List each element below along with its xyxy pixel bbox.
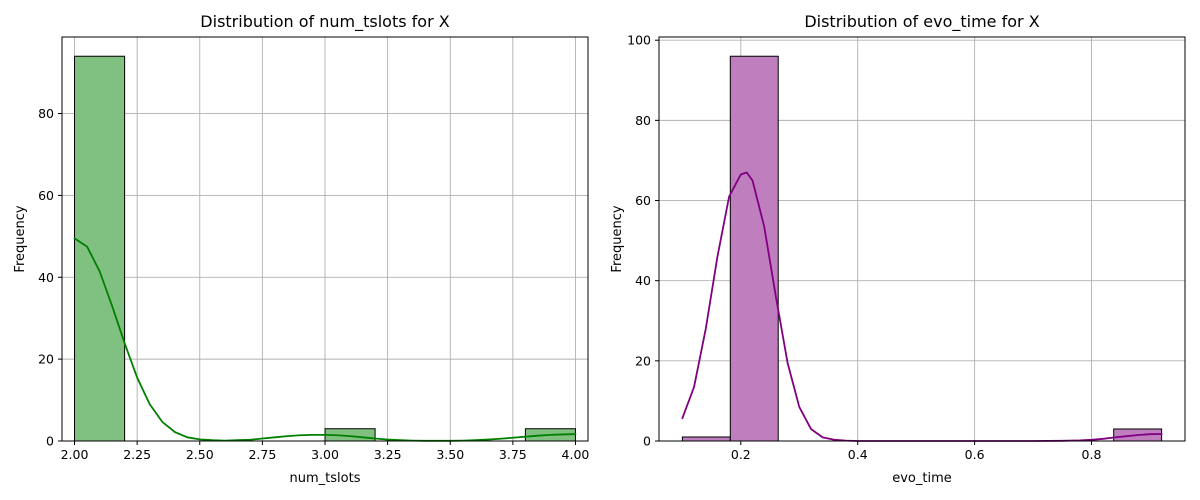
x-tick-label: 3.50 bbox=[436, 447, 464, 462]
chart-panel-left: 2.00 2.25 2.50 2.75 3.00 3.25 3.50 3.75 4.00 0 20 4… bbox=[13, 12, 589, 486]
chart-panel-right: 0.2 0.4 0.6 0.8 0 20 40 60 80 100 Distribution of … bbox=[610, 12, 1186, 486]
x-tick-label: 0.8 bbox=[1082, 447, 1102, 462]
y-tick-label: 100 bbox=[627, 33, 651, 48]
y-tick-label: 80 bbox=[635, 113, 651, 128]
y-tick-label: 0 bbox=[643, 434, 651, 449]
y-tick-label: 0 bbox=[46, 434, 54, 449]
x-tick-label: 2.00 bbox=[61, 447, 89, 462]
x-tick-label: 0.2 bbox=[731, 447, 751, 462]
x-tick-label: 4.00 bbox=[562, 447, 590, 462]
chart-title: Distribution of evo_time for X bbox=[804, 12, 1039, 32]
x-tick-label: 3.75 bbox=[499, 447, 527, 462]
y-axis-label: Frequency bbox=[13, 205, 28, 272]
x-tick-label: 2.50 bbox=[186, 447, 214, 462]
x-tick-label: 2.25 bbox=[123, 447, 151, 462]
y-tick-label: 60 bbox=[635, 193, 651, 208]
x-axis-label: num_tslots bbox=[290, 471, 361, 486]
x-tick-label: 0.6 bbox=[965, 447, 985, 462]
x-tick-label: 3.00 bbox=[311, 447, 339, 462]
y-tick-label: 20 bbox=[38, 352, 54, 367]
histogram-bar bbox=[74, 55, 126, 442]
y-tick-label: 40 bbox=[38, 270, 54, 285]
x-axis-label: evo_time bbox=[892, 471, 952, 486]
y-tick-label: 40 bbox=[635, 273, 651, 288]
y-tick-label: 60 bbox=[38, 188, 54, 203]
axes-frame bbox=[658, 36, 1186, 442]
y-tick-label: 80 bbox=[38, 106, 54, 121]
kde-curve bbox=[73, 237, 577, 442]
x-tick-label: 0.4 bbox=[848, 447, 868, 462]
y-axis-label: Frequency bbox=[610, 205, 625, 272]
y-tick-label: 20 bbox=[635, 353, 651, 368]
x-tick-label: 3.25 bbox=[374, 447, 402, 462]
chart-title: Distribution of num_tslots for X bbox=[200, 12, 449, 32]
histogram-bar bbox=[729, 55, 779, 442]
x-tick-label: 2.75 bbox=[248, 447, 276, 462]
histogram-bar bbox=[681, 436, 731, 442]
